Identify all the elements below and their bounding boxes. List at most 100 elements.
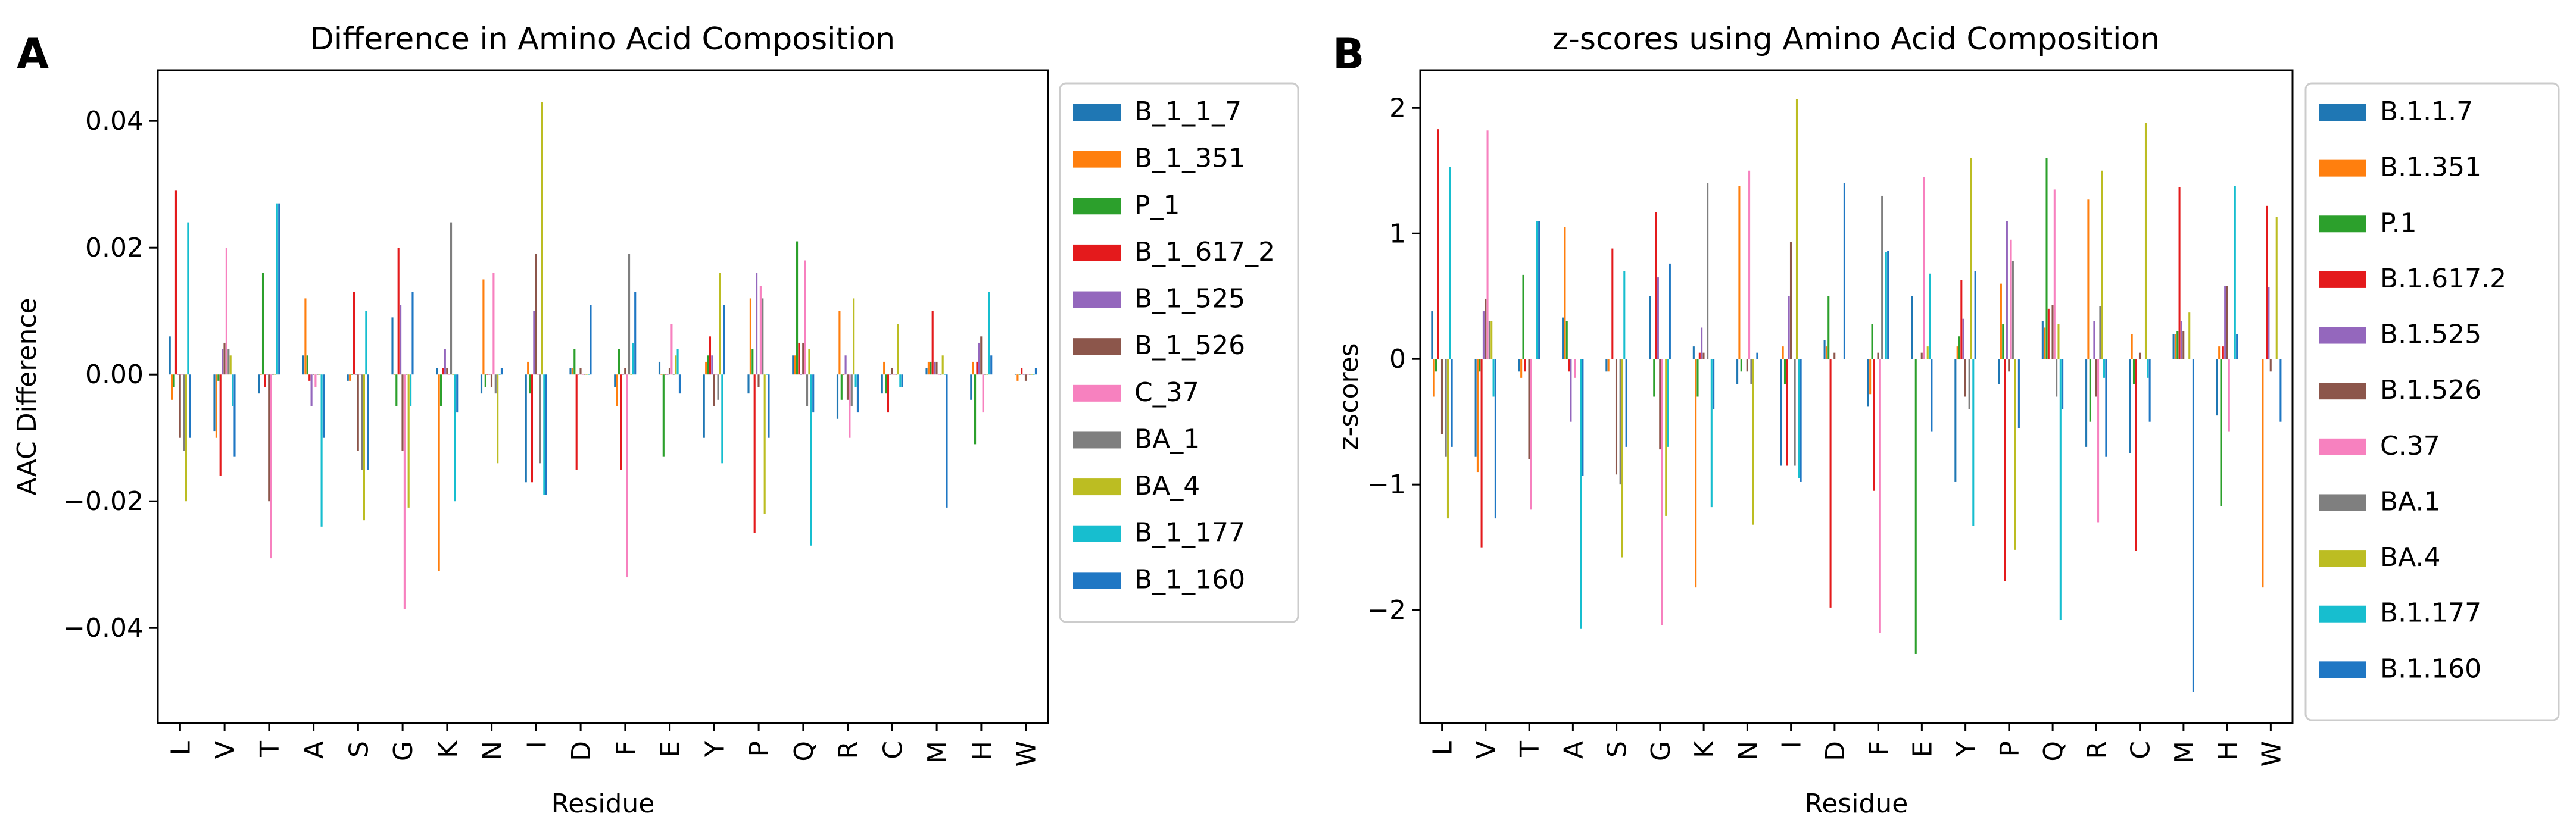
- bar-B_1_160-R: [856, 374, 859, 413]
- bar-B.1.160-G: [1669, 263, 1671, 359]
- bar-P_1-C: [885, 374, 887, 394]
- legend-swatch-C.37: [2319, 438, 2366, 455]
- bar-B_1_617_2-C: [887, 374, 890, 413]
- x-tick-label: S: [1602, 741, 1633, 758]
- bar-BA_1-E: [672, 374, 675, 375]
- bar-B_1_351-K: [438, 374, 440, 571]
- bar-B_1_160-Y: [723, 305, 725, 375]
- bar-B.1.526-V: [1485, 298, 1487, 359]
- x-tick-label: T: [255, 741, 285, 758]
- bar-P_1-V: [217, 374, 220, 381]
- bar-C.37-E: [1923, 177, 1925, 359]
- bar-BA.4-G: [1665, 359, 1667, 516]
- bar-B.1.351-V: [1476, 359, 1479, 473]
- legend-swatch-B_1_351: [1073, 151, 1121, 168]
- bar-B.1.526-T: [1528, 359, 1530, 459]
- legend-swatch-B_1_526: [1073, 338, 1121, 355]
- bar-B.1.351-D: [1825, 346, 1827, 359]
- bar-BA.4-V: [1490, 321, 1493, 359]
- axes-frame: [157, 69, 1049, 724]
- legend-label-BA_4: BA_4: [1134, 471, 1200, 501]
- legend-label-P.1: P.1: [2380, 208, 2417, 238]
- bar-C_37-H: [982, 374, 984, 413]
- bar-B.1.525-G: [1657, 277, 1659, 359]
- bar-B_1_617_2-N: [486, 374, 489, 375]
- x-tick-label: K: [1689, 740, 1720, 758]
- bar-B_1_1_7-S: [347, 374, 349, 381]
- bar-C.37-H: [2228, 359, 2230, 432]
- bar-P.1-M: [2176, 331, 2179, 359]
- bar-B_1_525-D: [578, 374, 580, 375]
- bar-B_1_160-K: [456, 374, 459, 413]
- bar-B.1.526-Q: [2051, 305, 2054, 359]
- bar-B_1_526-T: [268, 374, 270, 502]
- bar-P_1-R: [840, 374, 843, 400]
- bar-B_1_617_2-D: [575, 374, 578, 470]
- legend-swatch-B.1.617.2: [2319, 271, 2366, 288]
- bar-P_1-Q: [796, 241, 799, 375]
- legend-swatch-B.1.526: [2319, 383, 2366, 400]
- bar-P_1-L: [173, 374, 175, 387]
- bar-P.1-Y: [1958, 336, 1961, 359]
- bar-B_1_351-A: [304, 298, 307, 375]
- bar-B_1_617_2-L: [174, 190, 177, 375]
- bar-BA.1-Y: [1968, 359, 1970, 409]
- bar-C_37-G: [403, 374, 406, 609]
- bar-B.1.160-P: [2017, 359, 2020, 428]
- bar-BA_4-A: [319, 374, 321, 375]
- bar-B.1.526-C: [2138, 352, 2141, 359]
- legend-label-B.1.177: B.1.177: [2380, 598, 2481, 628]
- bar-B_1_351-S: [349, 374, 351, 381]
- bar-B.1.160-A: [1582, 359, 1584, 476]
- bar-B_1_525-T: [266, 374, 268, 375]
- bar-B_1_526-S: [357, 374, 359, 451]
- y-tick-label: −0.02: [63, 486, 144, 517]
- legend-swatch-B.1.160: [2319, 661, 2366, 678]
- bar-B_1_525-E: [666, 374, 669, 375]
- x-tick-label: L: [166, 741, 196, 756]
- bar-B_1_526-E: [668, 368, 671, 375]
- bar-BA_4-K: [452, 374, 454, 375]
- bar-B_1_526-P: [757, 374, 760, 387]
- legend-label-BA.1: BA.1: [2380, 486, 2441, 517]
- x-tick-label: I: [1777, 741, 1807, 749]
- bar-P.1-I: [1783, 359, 1786, 384]
- bar-P_1-A: [306, 355, 308, 375]
- bar-BA_1-S: [361, 374, 363, 470]
- bar-B_1_617_2-P: [753, 374, 756, 533]
- x-tick-label: C: [2126, 741, 2156, 759]
- bar-BA.4-Q: [2057, 324, 2060, 359]
- x-tick-label: G: [1646, 741, 1676, 761]
- bar-B_1_160-C: [901, 374, 903, 387]
- bar-P_1-N: [484, 374, 486, 387]
- bar-BA_4-L: [185, 374, 187, 502]
- bar-P_1-F: [618, 349, 620, 375]
- bar-B_1_617_2-I: [531, 374, 534, 483]
- panel-letter-b: B: [1333, 30, 1364, 79]
- bar-B_1_351-W: [1016, 374, 1019, 381]
- x-tick-label: E: [656, 741, 686, 758]
- bar-P.1-R: [2089, 359, 2091, 422]
- bar-B_1_525-I: [533, 311, 535, 375]
- bar-B_1_177-W: [1033, 374, 1035, 375]
- bar-P.1-C: [2132, 359, 2135, 384]
- legend-swatch-B.1.177: [2319, 605, 2366, 623]
- bar-C.37-V: [1486, 130, 1489, 359]
- bar-B_1_177-R: [854, 374, 857, 387]
- bar-B_1_525-G: [400, 305, 402, 375]
- legend-box: [2304, 82, 2560, 721]
- bar-B.1.160-M: [2192, 359, 2194, 692]
- bar-B_1_177-Y: [721, 374, 723, 464]
- bar-B_1_351-C: [883, 361, 885, 375]
- bar-B_1_617_2-Q: [798, 342, 800, 375]
- bar-B_1_525-L: [177, 374, 179, 375]
- x-tick-label: Y: [700, 741, 730, 758]
- bar-B.1.526-F: [1877, 352, 1879, 359]
- x-tick-label: P: [744, 741, 775, 757]
- bar-C_37-Q: [804, 260, 806, 375]
- bar-C_37-R: [849, 374, 851, 438]
- bar-B_1_617_2-E: [665, 374, 667, 375]
- bar-B.1.177-Q: [2059, 359, 2062, 621]
- bar-B_1_525-V: [222, 349, 224, 375]
- bar-B.1.525-R: [2093, 321, 2095, 359]
